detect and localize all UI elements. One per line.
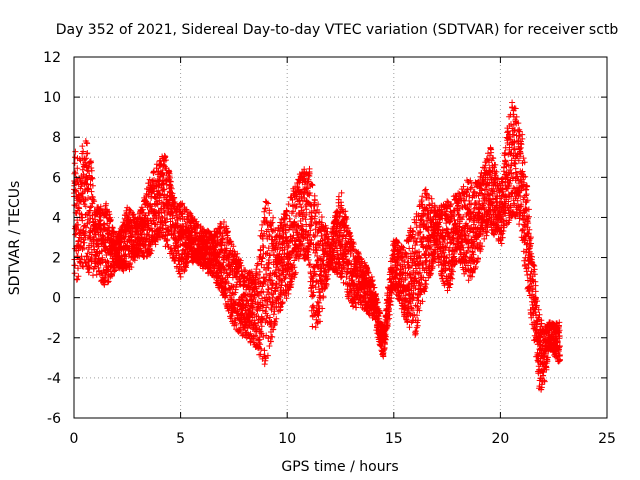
data-point-markers bbox=[71, 99, 563, 393]
x-tick-label: 0 bbox=[70, 431, 79, 447]
y-tick-label: -6 bbox=[47, 411, 61, 427]
y-tick-label: -4 bbox=[47, 371, 61, 387]
y-tick-label: 10 bbox=[43, 90, 61, 106]
x-axis-label: GPS time / hours bbox=[281, 459, 398, 475]
x-tick-label: 15 bbox=[385, 431, 403, 447]
y-tick-label: 0 bbox=[52, 291, 61, 307]
chart-title: Day 352 of 2021, Sidereal Day-to-day VTE… bbox=[56, 22, 619, 38]
y-tick-label: 6 bbox=[52, 170, 61, 186]
y-tick-label: -2 bbox=[47, 331, 61, 347]
y-axis-label: SDTVAR / TECUs bbox=[7, 181, 23, 296]
y-tick-label: 2 bbox=[52, 251, 61, 267]
y-tick-label: 12 bbox=[43, 50, 61, 66]
x-tick-label: 10 bbox=[278, 431, 296, 447]
data-points bbox=[71, 99, 563, 393]
plot-frame bbox=[73, 56, 608, 419]
x-tick-label: 20 bbox=[491, 431, 509, 447]
x-tick-label: 5 bbox=[176, 431, 185, 447]
y-ticks: -6 -4 -2 0 2 4 6 8 10 12 bbox=[43, 50, 607, 427]
x-tick-label: 25 bbox=[598, 431, 616, 447]
y-tick-label: 8 bbox=[52, 130, 61, 146]
y-tick-label: 4 bbox=[52, 210, 61, 226]
x-ticks: 0 5 10 15 20 25 bbox=[70, 57, 616, 447]
